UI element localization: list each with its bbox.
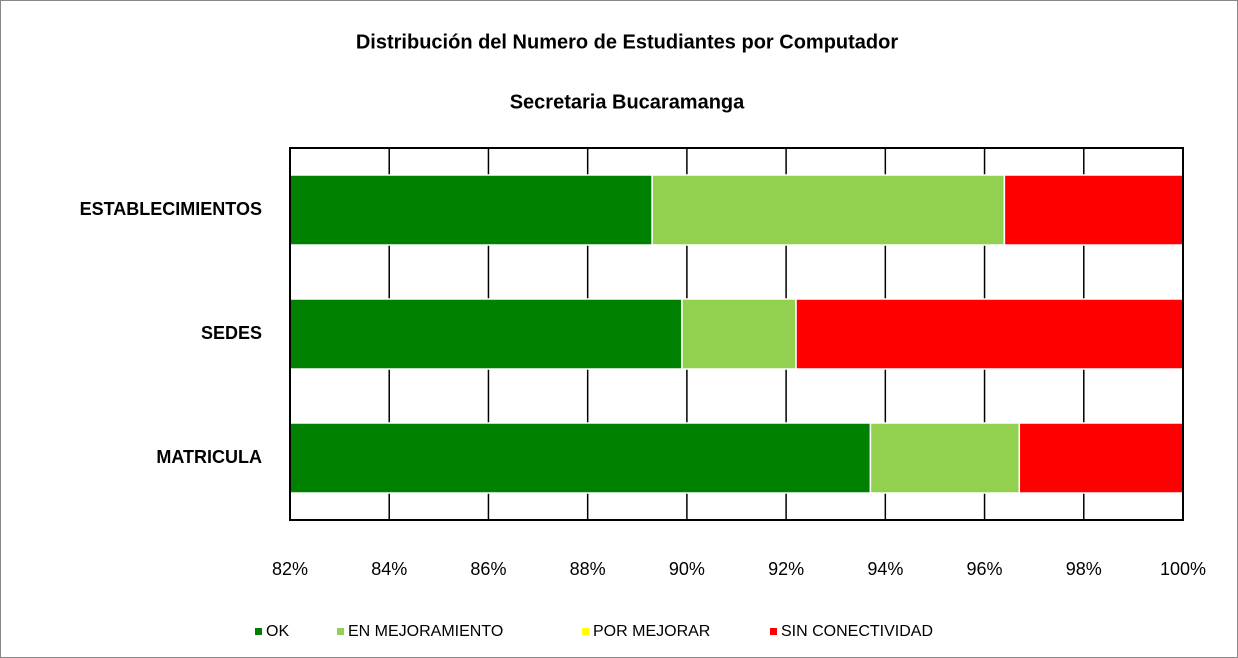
bar-segment (290, 422, 872, 494)
x-tick-label: 100% (1160, 559, 1206, 579)
legend-label: SIN CONECTIVIDAD (781, 623, 933, 640)
legend-label: POR MEJORAR (593, 623, 710, 640)
plot-area (290, 174, 1183, 494)
y-tick-label: ESTABLECIMIENTOS (80, 199, 262, 219)
bar-segment (651, 174, 1006, 246)
x-tick-label: 96% (967, 559, 1003, 579)
bar-segment (1018, 422, 1183, 494)
plot-border (289, 147, 1184, 521)
bar-segment (795, 298, 1183, 370)
chart-title: Distribución del Numero de Estudiantes p… (356, 31, 898, 53)
bar-segment (681, 298, 797, 370)
legend-swatch (255, 628, 262, 635)
chart-subtitle: Secretaria Bucaramanga (510, 91, 745, 113)
x-tick-label: 86% (470, 559, 506, 579)
x-tick-label: 84% (371, 559, 407, 579)
x-tick-label: 98% (1066, 559, 1102, 579)
x-tick-label: 88% (570, 559, 606, 579)
bar-segment (869, 422, 1021, 494)
x-tick-label: 82% (272, 559, 308, 579)
x-tick-label: 90% (669, 559, 705, 579)
x-tick-label: 92% (768, 559, 804, 579)
legend-swatch (337, 628, 344, 635)
bar-segment (1003, 174, 1183, 246)
y-tick-label: SEDES (201, 323, 262, 343)
legend-swatch (770, 628, 777, 635)
x-tick-label: 94% (867, 559, 903, 579)
legend-label: EN MEJORAMIENTO (348, 623, 503, 640)
legend-label: OK (266, 623, 289, 640)
legend-swatch (582, 628, 589, 635)
y-tick-label: MATRICULA (156, 447, 262, 467)
